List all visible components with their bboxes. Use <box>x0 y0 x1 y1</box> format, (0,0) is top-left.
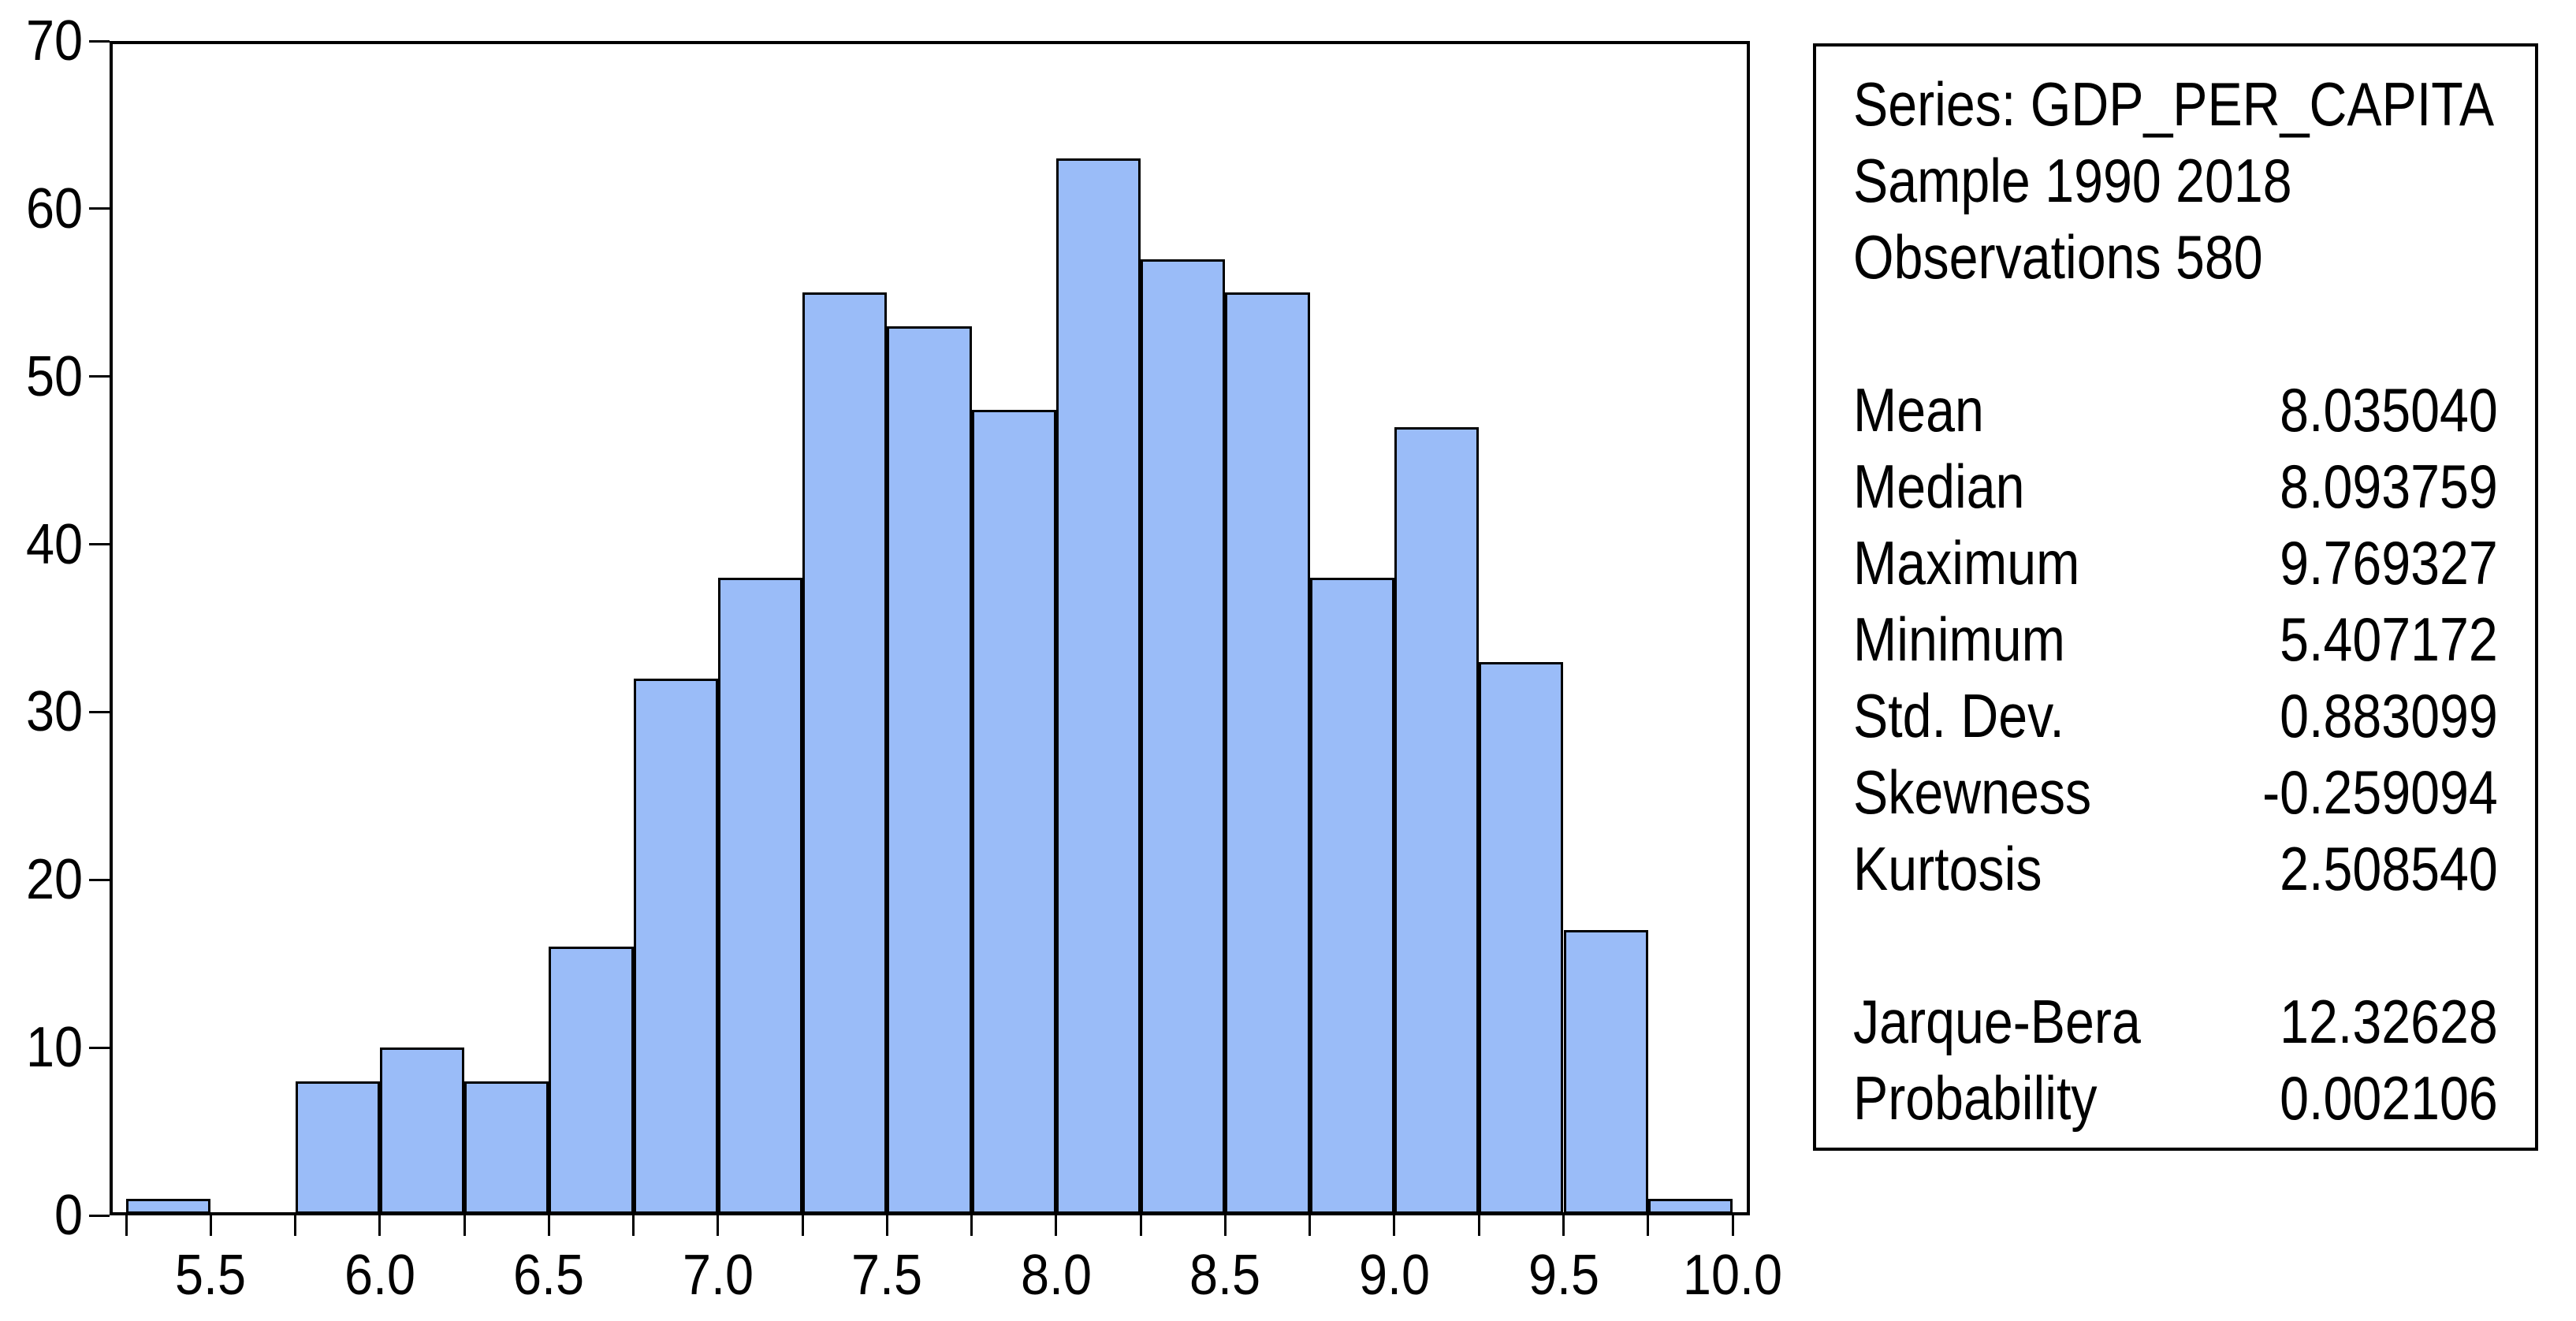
observations-line: Observations 580 <box>1853 222 2263 292</box>
y-axis-tick <box>89 39 110 43</box>
histogram-bar <box>802 292 888 1214</box>
y-axis-label: 40 <box>25 512 83 576</box>
y-axis-label: 10 <box>25 1016 83 1080</box>
x-axis-label: 9.5 <box>1528 1244 1599 1307</box>
histogram-bar <box>1563 930 1648 1214</box>
stat-label: Kurtosis <box>1853 834 2042 903</box>
x-axis-tick <box>1647 1215 1650 1236</box>
y-axis-tick <box>89 1214 110 1217</box>
y-axis-label: 30 <box>25 680 83 744</box>
stat-value: -0.259094 <box>2262 757 2498 827</box>
x-axis-label: 9.0 <box>1358 1244 1430 1307</box>
stat-label: Skewness <box>1853 757 2092 827</box>
histogram-bar <box>1309 578 1394 1214</box>
x-axis-tick <box>209 1215 212 1236</box>
stat-value: 2.508540 <box>2280 834 2498 903</box>
x-axis-tick <box>717 1215 720 1236</box>
histogram-bar <box>1647 1198 1733 1214</box>
histogram-bar <box>379 1047 465 1214</box>
x-axis-label: 7.5 <box>851 1244 923 1307</box>
x-axis-label: 8.0 <box>1020 1244 1092 1307</box>
stat-label: Maximum <box>1853 528 2080 597</box>
histogram-bar <box>126 1198 211 1214</box>
stat-label: Probability <box>1853 1063 2098 1133</box>
x-axis-tick <box>632 1215 635 1236</box>
stat-value: 0.883099 <box>2280 681 2498 750</box>
stat-label: Std. Dev. <box>1853 681 2064 750</box>
stat-value: 8.035040 <box>2280 375 2498 445</box>
stat-row-median: Median 8.093759 <box>1853 448 2498 525</box>
x-axis-tick <box>885 1215 888 1236</box>
x-axis-tick <box>1139 1215 1142 1236</box>
x-axis-tick <box>970 1215 973 1236</box>
histogram-bar <box>549 947 634 1214</box>
stat-row-mean: Mean 8.035040 <box>1853 372 2498 448</box>
x-axis-tick <box>378 1215 382 1236</box>
x-axis-tick <box>1562 1215 1565 1236</box>
y-axis-label: 0 <box>54 1184 83 1247</box>
stat-row-minimum: Minimum 5.407172 <box>1853 601 2498 678</box>
x-axis-tick <box>125 1215 128 1236</box>
histogram-bar <box>633 678 718 1214</box>
y-axis-label: 70 <box>25 9 83 73</box>
spacer <box>1853 907 2498 984</box>
x-axis-tick <box>1055 1215 1058 1236</box>
x-axis-label: 5.5 <box>175 1244 247 1307</box>
histogram-bar <box>1055 158 1141 1214</box>
stat-row-skewness: Skewness -0.259094 <box>1853 754 2498 831</box>
x-axis-label: 7.0 <box>682 1244 754 1307</box>
stat-value: 5.407172 <box>2280 605 2498 674</box>
sample-line: Sample 1990 2018 <box>1853 146 2292 215</box>
y-axis-tick <box>89 878 110 881</box>
histogram-bar <box>971 410 1056 1214</box>
spacer <box>1853 296 2498 372</box>
y-axis-label: 20 <box>25 848 83 912</box>
stat-value: 9.769327 <box>2280 528 2498 597</box>
stat-row-probability: Probability 0.002106 <box>1853 1060 2498 1137</box>
stat-label: Median <box>1853 452 2025 521</box>
y-axis-label: 50 <box>25 344 83 408</box>
stat-row-std-dev: Std. Dev. 0.883099 <box>1853 678 2498 754</box>
x-axis-tick <box>1223 1215 1227 1236</box>
y-axis-tick <box>89 543 110 546</box>
x-axis-label: 8.5 <box>1189 1244 1261 1307</box>
stat-value: 12.32628 <box>2280 987 2498 1056</box>
stat-row-jarque-bera: Jarque-Bera 12.32628 <box>1853 984 2498 1060</box>
x-axis-tick <box>547 1215 550 1236</box>
x-axis-tick <box>801 1215 804 1236</box>
stats-panel-text: Series: GDP_PER_CAPITA Sample 1990 2018 … <box>1853 66 2498 1137</box>
stat-value: 0.002106 <box>2280 1063 2498 1133</box>
x-axis-tick <box>1477 1215 1480 1236</box>
stat-label: Minimum <box>1853 605 2065 674</box>
stat-row-maximum: Maximum 9.769327 <box>1853 525 2498 601</box>
histogram-bar <box>1141 259 1226 1214</box>
y-axis-tick <box>89 1046 110 1049</box>
y-axis-tick <box>89 207 110 210</box>
stats-box: Series: GDP_PER_CAPITA Sample 1990 2018 … <box>1813 43 2538 1151</box>
y-axis-label: 60 <box>25 177 83 240</box>
x-axis-tick <box>463 1215 466 1236</box>
x-axis-tick <box>1393 1215 1396 1236</box>
histogram-bar <box>717 578 803 1214</box>
stat-label: Mean <box>1853 375 1984 445</box>
y-axis-tick <box>89 710 110 713</box>
stat-label: Jarque-Bera <box>1853 987 2141 1056</box>
histogram-bar <box>1479 661 1564 1214</box>
x-axis-tick <box>1308 1215 1312 1236</box>
x-axis-label: 6.5 <box>513 1244 585 1307</box>
x-axis-tick <box>294 1215 296 1236</box>
x-axis-label: 6.0 <box>344 1244 415 1307</box>
x-axis-tick <box>1731 1215 1734 1236</box>
histogram-bar <box>295 1081 380 1214</box>
histogram-bar <box>887 326 972 1214</box>
histogram-bar <box>464 1081 549 1214</box>
histogram-bar <box>1225 292 1310 1214</box>
series-title: Series: GDP_PER_CAPITA <box>1853 69 2495 139</box>
y-axis-tick <box>89 375 110 378</box>
x-axis-label: 10.0 <box>1682 1244 1783 1307</box>
stat-row-kurtosis: Kurtosis 2.508540 <box>1853 831 2498 907</box>
histogram-bar <box>1394 426 1480 1214</box>
stat-value: 8.093759 <box>2280 452 2498 521</box>
